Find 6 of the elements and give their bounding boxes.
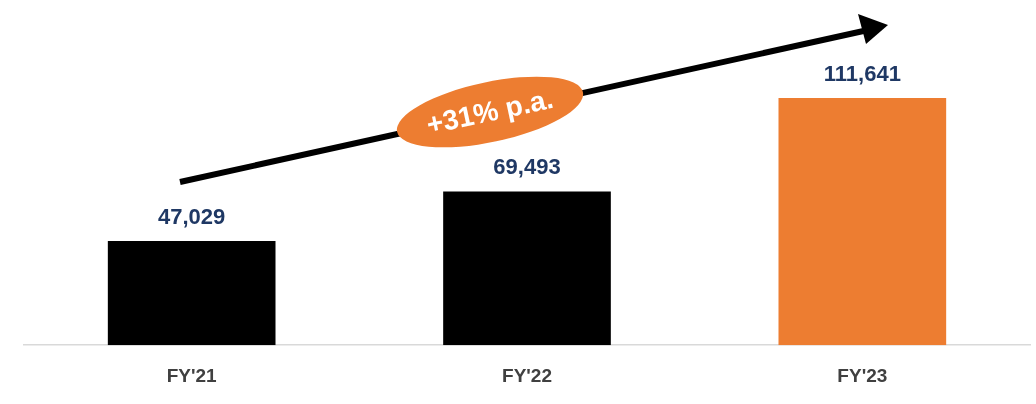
- annotation: +31% p.a.: [423, 83, 557, 141]
- data-label: 111,641: [823, 61, 901, 87]
- data-label: 47,029: [158, 204, 226, 230]
- x-tick-label: FY'21: [166, 364, 218, 386]
- x-tick-label: FY'23: [837, 364, 888, 386]
- x-tick-label: FY'22: [502, 364, 552, 386]
